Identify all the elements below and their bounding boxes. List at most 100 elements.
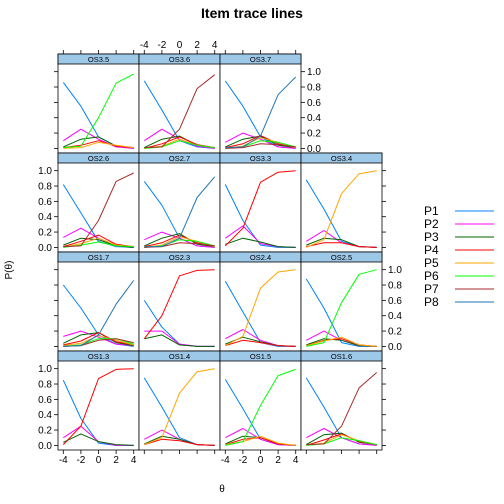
trace-line-P3 (144, 233, 215, 248)
trace-line-P4 (306, 242, 377, 248)
trace-line-P6 (225, 368, 296, 446)
panel-grid: OS3.5 OS3.6 OS3.7 OS2.6 OS2.7 OS3.3 OS3.4 OS1.7… (57, 53, 383, 451)
y-tick-label: 1.0 (38, 166, 52, 177)
trace-line-P1 (305, 278, 377, 347)
y-tick-label: 0.6 (307, 98, 321, 109)
x-tick-label: 4 (293, 455, 299, 466)
panel-strip-label: OS3.3 (250, 154, 271, 163)
trace-line-P4 (63, 332, 134, 346)
panel-OS3-6: OS3.6 (138, 53, 221, 154)
y-tick-label: 0.4 (307, 113, 321, 124)
panel-OS2-4: OS2.4 (219, 251, 302, 352)
x-tick-label: 0 (258, 455, 264, 466)
x-tick-label: -2 (76, 455, 85, 466)
trace-line-P6 (306, 269, 377, 347)
trace-line-P4 (62, 368, 134, 445)
y-tick-label: 0.2 (388, 327, 402, 338)
trace-line-P4 (63, 140, 134, 149)
panel-frame (57, 350, 140, 451)
panel-OS3-7: OS3.7 (219, 53, 302, 154)
y-tick-label: 0.6 (38, 395, 52, 406)
panel-plot (62, 280, 135, 347)
panel-frame (219, 152, 302, 253)
trace-line-P8 (144, 176, 216, 248)
legend-label-P1: P1 (424, 204, 439, 218)
trace-line-P8 (63, 280, 135, 347)
panel-strip-label: OS3.6 (169, 55, 190, 64)
y-tick-label: 0.8 (38, 380, 52, 391)
trace-line-P5 (306, 170, 377, 248)
y-tick-label: 1.0 (307, 67, 321, 78)
x-tick-label: 0 (177, 40, 183, 51)
panel-plot (224, 269, 296, 347)
panel-strip-label: OS2.4 (250, 253, 271, 262)
panel-strip-label: OS2.7 (169, 154, 190, 163)
panel-strip-label: OS3.5 (88, 55, 109, 64)
y-tick-label: 0.6 (388, 296, 402, 307)
panel-strip-label: OS3.4 (331, 154, 352, 163)
y-tick-label: 0.0 (388, 342, 402, 353)
panel-plot (62, 368, 134, 446)
y-tick-label: 0.8 (388, 281, 402, 292)
x-tick-label: 4 (131, 455, 137, 466)
trace-line-P5 (144, 368, 215, 446)
panel-frame (219, 251, 302, 352)
panel-frame (300, 251, 383, 352)
panel-plot (62, 73, 134, 149)
y-tick-label: 0.4 (38, 410, 52, 421)
panel-OS3-5: OS3.5 (57, 53, 140, 154)
trace-line-P4 (63, 234, 134, 248)
trace-line-P5 (63, 141, 134, 149)
panel-OS3-3: OS3.3 (219, 152, 302, 253)
panel-frame (300, 152, 383, 253)
panel-OS1-5: OS1.5 (219, 350, 302, 451)
panel-OS2-3: OS2.3 (138, 251, 221, 352)
y-tick-label: 0.4 (388, 311, 402, 322)
axis-ticks: -4 -2 0 2 4-4 -2 0 2 4 -4 -2 0 2 40.00.20.40.60.81.00… (38, 40, 402, 466)
panel-OS3-4: OS3.4 (300, 152, 383, 253)
panel-strip-label: OS1.6 (331, 352, 352, 361)
panel-OS1-7: OS1.7 (57, 251, 140, 352)
trace-line-P4 (225, 339, 296, 347)
y-tick-label: 0.0 (307, 144, 321, 155)
panel-plot (305, 170, 377, 248)
panel-frame (57, 152, 140, 253)
trace-line-P5 (225, 269, 296, 347)
trace-line-P5 (63, 237, 134, 248)
panel-OS2-7: OS2.7 (138, 152, 221, 253)
panel-frame (57, 53, 140, 154)
panel-plot (143, 368, 215, 446)
panel-plot (143, 176, 216, 248)
trace-line-P8 (225, 76, 297, 149)
trace-line-P7 (63, 172, 134, 248)
legend-label-P6: P6 (424, 269, 439, 283)
trace-line-P7 (144, 74, 216, 149)
x-tick-label: 2 (275, 455, 281, 466)
x-tick-label: 4 (212, 40, 218, 51)
y-tick-label: 0.0 (38, 243, 52, 254)
panel-strip (300, 251, 383, 263)
legend-label-P2: P2 (424, 217, 439, 231)
x-tick-label: -2 (157, 40, 166, 51)
panel-strip-label: OS1.7 (88, 253, 109, 262)
panel-OS1-3: OS1.3 (57, 350, 140, 451)
y-tick-label: 0.8 (38, 182, 52, 193)
x-tick-label: -2 (238, 455, 247, 466)
panel-plot (305, 372, 378, 446)
panel-frame (138, 251, 221, 352)
trace-line-P3 (225, 237, 296, 248)
trace-line-P1 (224, 184, 296, 248)
panel-frame (219, 350, 302, 451)
panel-frame (138, 53, 221, 154)
panel-plot (143, 269, 215, 347)
trace-line-P4 (224, 170, 296, 247)
panel-strip-label: OS2.3 (169, 253, 190, 262)
trace-line-P5 (63, 335, 134, 347)
panel-plot (305, 269, 377, 347)
y-tick-label: 1.0 (388, 265, 402, 276)
legend-label-P7: P7 (424, 282, 439, 296)
trace-line-P7 (225, 143, 296, 149)
panel-strip-label: OS1.3 (88, 352, 109, 361)
